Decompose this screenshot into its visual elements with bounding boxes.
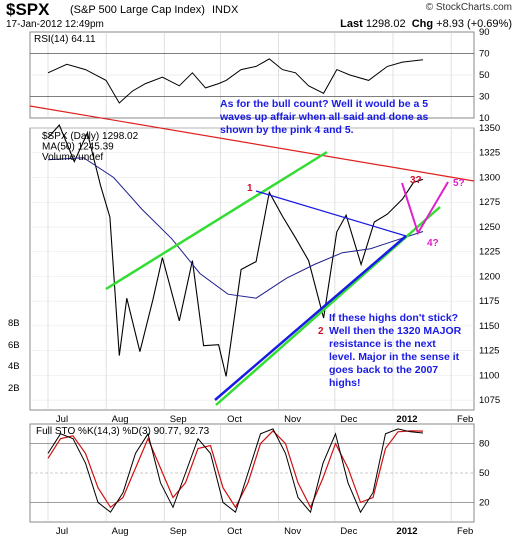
wave-label: 2 (318, 326, 324, 337)
sto-x-label: 2012 (396, 526, 417, 537)
rsi-tick-label: 90 (479, 27, 490, 38)
rsi-tick-label: 70 (479, 49, 490, 60)
volume-tick-label: 4B (8, 361, 20, 372)
sto-x-label: Nov (284, 526, 301, 537)
sto-k-line (47, 428, 424, 514)
rsi-tick-label: 50 (479, 70, 490, 81)
wave-projection-path (401, 181, 449, 236)
price-x-label: Dec (340, 414, 357, 425)
price-tick-label: 1250 (479, 222, 500, 233)
chart-date: 17-Jan-2012 12:49pm (6, 19, 104, 30)
chg-label: Chg (411, 18, 434, 30)
price-tick-label: 1200 (479, 271, 500, 282)
resistance-note: resistance is the next (329, 338, 436, 350)
last-value: 1298.02 (365, 18, 406, 30)
resistance-note: level. Major in the sense it (329, 351, 460, 363)
rsi-tick-label: 30 (479, 92, 490, 103)
price-tick-label: 1275 (479, 197, 500, 208)
price-panel (29, 127, 475, 411)
wave-label: 4? (427, 238, 439, 249)
chart-symbol: $SPX (6, 0, 50, 19)
price-x-label: Aug (112, 414, 129, 425)
price-x-label: Feb (457, 414, 473, 425)
price-legend-item: Volume undef (42, 152, 103, 163)
price-legend-item: MA(50) 1245.39 (42, 142, 114, 153)
channel-upper-line (105, 150, 328, 291)
price-tick-label: 1100 (479, 370, 499, 381)
volume-tick-label: 6B (8, 340, 20, 351)
price-tick-label: 1350 (479, 123, 500, 134)
sto-x-label: Aug (112, 526, 129, 537)
sto-d-line (47, 430, 424, 509)
price-tick-label: 1175 (479, 296, 499, 307)
price-tick-label: 1125 (479, 346, 499, 357)
chart-exchange: INDX (212, 4, 239, 16)
price-tick-label: 1150 (479, 321, 499, 332)
chg-value: +8.93 (+0.69%) (436, 18, 512, 30)
resistance-note: highs! (329, 377, 361, 389)
last-label: Last (340, 18, 363, 30)
spx-price-line (47, 123, 424, 377)
bull-count-note: As for the bull count? Well it would be … (220, 98, 428, 110)
price-tick-label: 1075 (479, 395, 500, 406)
sto-x-label: Feb (457, 526, 473, 537)
quote-line: Last 1298.02 Chg +8.93 (+0.69%) (340, 18, 512, 30)
sto-legend: Full STO %K(14,3) %D(3) 90.77, 92.73 (36, 426, 210, 437)
wave-label: 1 (247, 183, 253, 194)
price-tick-label: 1225 (479, 247, 500, 258)
price-tick-label: 1300 (479, 172, 500, 183)
price-legend-item: $SPX (Daily) 1298.02 (42, 131, 139, 142)
sto-x-label: Dec (340, 526, 357, 537)
major-resistance-line (29, 105, 475, 182)
price-x-label: Nov (284, 414, 301, 425)
resistance-note: If these highs don't stick? (329, 312, 458, 324)
rsi-legend: RSI(14) 64.11 (34, 34, 96, 45)
resistance-note: goes back to the 2007 (329, 364, 438, 376)
wave-label: 5? (453, 178, 465, 189)
sto-tick-label: 20 (479, 497, 490, 508)
sto-x-label: Sep (170, 526, 187, 537)
bull-count-note: waves up affair when all said and done a… (219, 111, 428, 123)
price-x-label: Sep (170, 414, 187, 425)
volume-tick-label: 2B (8, 383, 20, 394)
price-x-label: Jul (56, 414, 68, 425)
chart-symbol-name: (S&P 500 Large Cap Index) (70, 4, 205, 16)
bull-count-note: shown by the pink 4 and 5. (220, 124, 354, 136)
volume-tick-label: 8B (8, 318, 20, 329)
sto-x-label: Oct (227, 526, 242, 537)
sto-tick-label: 80 (479, 439, 490, 450)
price-x-label: Oct (227, 414, 242, 425)
sto-x-label: Jul (56, 526, 68, 537)
triangle-upper-line (255, 190, 407, 237)
copyright-notice: © StockCharts.com (425, 2, 512, 13)
triangle-lower-line (214, 235, 407, 401)
resistance-note: Well then the 1320 MAJOR (329, 325, 462, 337)
ma50-line (47, 157, 424, 299)
rsi-tick-label: 10 (479, 113, 490, 124)
price-x-label: 2012 (396, 414, 417, 425)
rsi-line (47, 58, 424, 104)
wave-label: 3? (410, 175, 422, 186)
price-tick-label: 1325 (479, 148, 500, 159)
sto-tick-label: 50 (479, 468, 490, 479)
